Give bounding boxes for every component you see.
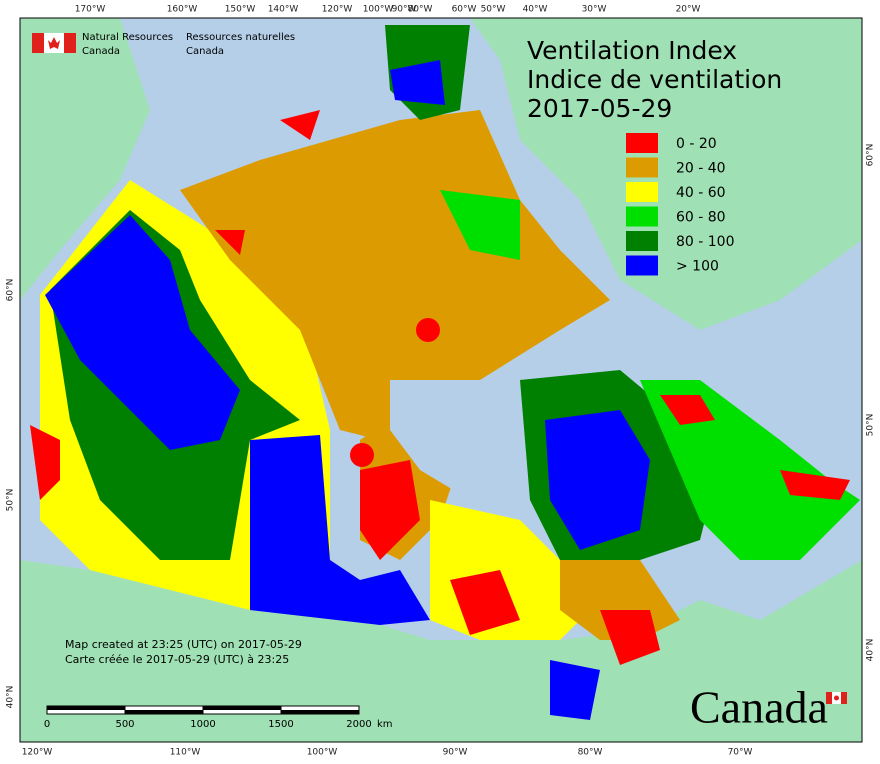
wordmark-flag (826, 692, 847, 704)
longitude-label: 160°W (167, 5, 198, 15)
region (440, 190, 520, 260)
legend-label: 0 - 20 (676, 136, 717, 152)
latitude-label: 40°N (6, 686, 16, 709)
legend-label: 40 - 60 (676, 185, 726, 201)
latitude-label: 50°N (866, 414, 876, 437)
legend-label: > 100 (676, 259, 719, 275)
scale-bar-segment (47, 706, 125, 710)
region (780, 470, 850, 500)
org-name-en: Natural Resources (82, 32, 173, 43)
map-body (20, 18, 862, 742)
scale-label: 0 (44, 719, 50, 730)
scale-label: 500 (115, 719, 134, 730)
region (416, 318, 440, 342)
region (550, 660, 600, 720)
longitude-label: 100°W (363, 5, 394, 15)
org-name-fr: Ressources naturelles (186, 32, 295, 43)
longitude-label: 30°W (582, 5, 607, 15)
greenland (470, 18, 862, 330)
org-name-fr: Canada (186, 46, 224, 57)
legend-swatch (626, 133, 658, 153)
region (360, 460, 420, 560)
longitude-label: 60°W (452, 5, 477, 15)
legend-label: 60 - 80 (676, 210, 726, 226)
title: Indice de ventilation (527, 65, 782, 94)
org-name-en: Canada (82, 46, 120, 57)
scale-label: 2000 (346, 719, 371, 730)
scale-label: 1500 (268, 719, 293, 730)
scale-label: 1000 (190, 719, 215, 730)
longitude-label: 20°W (676, 5, 701, 15)
title-date: 2017-05-29 (527, 94, 672, 123)
longitude-label: 90°W (392, 5, 417, 15)
region (45, 215, 240, 450)
note: Carte créée le 2017-05-29 (UTC) à 23:25 (65, 653, 289, 666)
longitude-label: 140°W (268, 5, 299, 15)
latitude-label: 60°N (6, 279, 16, 302)
longitude-label: 170°W (75, 5, 106, 15)
legend-swatch (626, 157, 658, 178)
latitude-label: 40°N (866, 639, 876, 662)
region (250, 435, 430, 625)
wordmark: Canada (690, 682, 828, 733)
note: Map created at 23:25 (UTC) on 2017-05-29 (65, 638, 302, 651)
longitude-label: 100°W (307, 748, 338, 758)
legend-swatch (626, 255, 658, 276)
region (350, 443, 374, 467)
flag (32, 33, 76, 53)
region (390, 60, 445, 105)
region (450, 570, 520, 635)
legend-swatch (626, 206, 658, 227)
hudson-bay (390, 380, 520, 500)
scale-unit: km (377, 719, 393, 730)
longitude-label: 120°W (322, 5, 353, 15)
latitude-label: 50°N (6, 489, 16, 512)
latitude-label: 60°N (866, 144, 876, 167)
region (600, 610, 660, 665)
longitude-label: 50°W (481, 5, 506, 15)
title: Ventilation Index (527, 36, 737, 65)
region (30, 425, 60, 500)
region (660, 395, 715, 425)
longitude-label: 80°W (408, 5, 433, 15)
scale-bar-segment (203, 706, 281, 710)
scale-bar-segment (281, 710, 359, 714)
longitude-label: 70°W (728, 748, 753, 758)
region (180, 110, 610, 440)
longitude-label: 120°W (22, 748, 53, 758)
region (640, 380, 860, 560)
usa (20, 560, 862, 742)
longitude-label: 90°W (443, 748, 468, 758)
legend-swatch (626, 231, 658, 251)
longitude-label: 80°W (578, 748, 603, 758)
legend-swatch (626, 182, 658, 202)
alaska-siberia (20, 18, 150, 300)
region (215, 110, 320, 255)
map-frame (19, 17, 863, 743)
legend-label: 20 - 40 (676, 161, 726, 177)
region (545, 410, 650, 550)
longitude-label: 40°W (523, 5, 548, 15)
longitude-label: 150°W (225, 5, 256, 15)
longitude-label: 110°W (170, 748, 201, 758)
legend-label: 80 - 100 (676, 234, 735, 250)
scale-bar-segment (125, 710, 203, 714)
